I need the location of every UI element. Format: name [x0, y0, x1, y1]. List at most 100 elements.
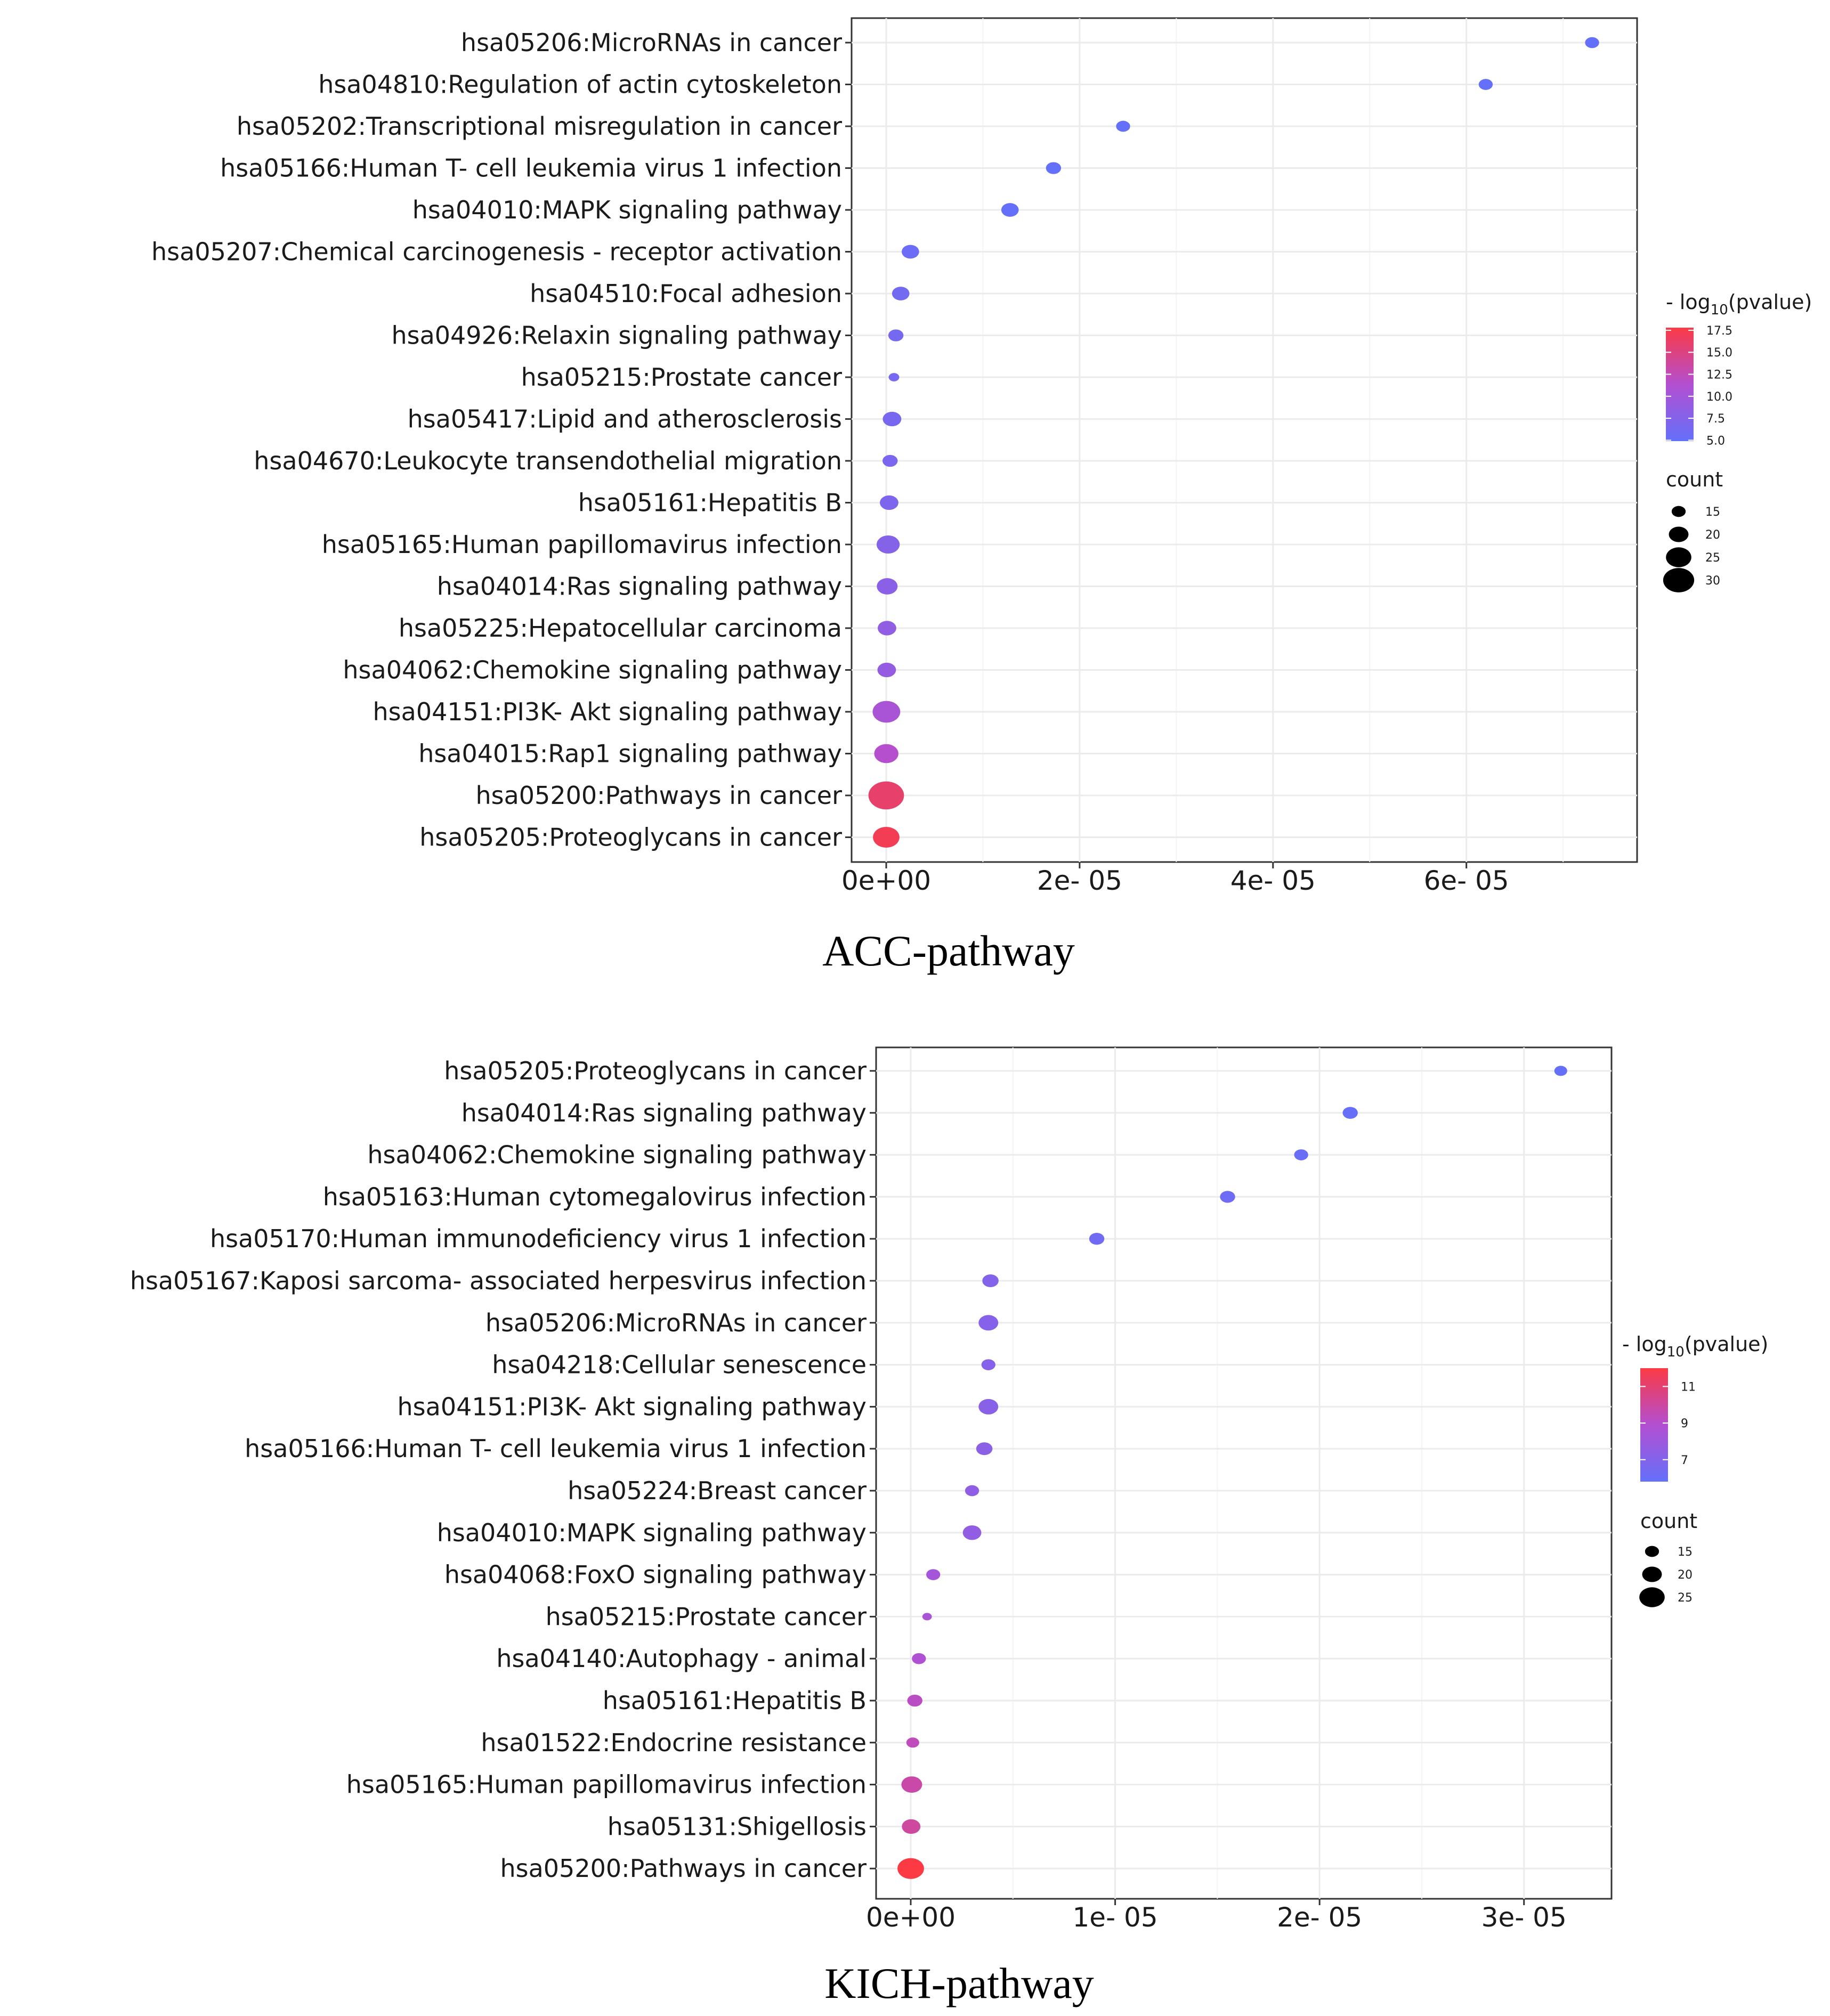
acc-data-point — [873, 826, 900, 848]
kich-category-label: hsa05166:Human T- cell leukemia virus 1 … — [245, 1434, 867, 1463]
kich-x-tick-label: 0e+00 — [866, 1902, 956, 1933]
kich-data-point — [1220, 1191, 1235, 1203]
acc-size-key-label: 20 — [1705, 529, 1720, 542]
kich-data-point — [978, 1315, 999, 1331]
kich-category-label: hsa04062:Chemokine signaling pathway — [367, 1141, 867, 1169]
kich-category-label: hsa05170:Human immunodeficiency virus 1 … — [210, 1224, 867, 1253]
acc-category-label: hsa05161:Hepatitis B — [578, 489, 842, 517]
acc-data-point — [892, 287, 910, 300]
kich-category-label: hsa04068:FoxO signaling pathway — [444, 1560, 867, 1589]
acc-x-tick-label: 2e- 05 — [1037, 865, 1122, 896]
acc-size-key-label: 15 — [1705, 506, 1720, 519]
acc-data-point — [882, 454, 898, 467]
acc-color-legend-title: - log10(pvalue) — [1666, 290, 1812, 318]
kich-caption: KICH-pathway — [824, 1959, 1094, 2007]
kich-data-point — [1342, 1107, 1358, 1119]
acc-data-point — [888, 329, 904, 342]
acc-category-label: hsa05207:Chemical carcinogenesis - recep… — [151, 238, 842, 266]
acc-size-key-dot — [1666, 547, 1691, 567]
acc-category-label: hsa04926:Relaxin signaling pathway — [391, 321, 842, 350]
kich-data-point — [1089, 1233, 1105, 1245]
acc-category-label: hsa05200:Pathways in cancer — [475, 781, 842, 810]
kich-category-label: hsa05163:Human cytomegalovirus infection — [323, 1182, 867, 1211]
acc-size-legend-title: count — [1666, 468, 1723, 491]
kich-category-label: hsa01522:Endocrine resistance — [481, 1728, 867, 1757]
kich-x-axis: 0e+00 1e- 05 2e- 05 3e- 05 — [866, 1899, 1567, 1933]
acc-x-tick-label: 6e- 05 — [1424, 865, 1509, 896]
kich-data-point — [978, 1399, 999, 1415]
kich-size-key-dot — [1645, 1546, 1659, 1557]
acc-gridlines — [852, 18, 1637, 862]
acc-data-point — [1046, 162, 1062, 174]
acc-category-label: hsa05165:Human papillomavirus infection — [322, 530, 842, 559]
acc-category-label: hsa05417:Lipid and atherosclerosis — [408, 405, 842, 434]
kich-data-point — [901, 1776, 922, 1793]
kich-size-legend-title: count — [1640, 1509, 1697, 1533]
acc-category-label: hsa05205:Proteoglycans in cancer — [419, 823, 842, 852]
kich-size-key-dot — [1639, 1587, 1665, 1607]
kich-colorbar-ticks: 11 9 7 — [1640, 1380, 1696, 1467]
acc-data-point — [1585, 37, 1599, 48]
kich-size-key-label: 20 — [1678, 1568, 1693, 1582]
acc-colorbar — [1666, 328, 1694, 441]
acc-colorbar-label: 17.5 — [1706, 324, 1732, 338]
kich-data-point — [976, 1442, 993, 1456]
acc-x-axis: 0e+00 2e- 05 4e- 05 6e- 05 — [841, 862, 1509, 896]
acc-category-label: hsa05225:Hepatocellular carcinoma — [399, 614, 842, 643]
acc-colorbar-label: 15.0 — [1706, 346, 1732, 360]
kich-pathway-chart: hsa05205:Proteoglycans in cancer hsa04014… — [130, 1046, 1768, 2007]
acc-caption: ACC-pathway — [822, 926, 1075, 975]
acc-data-point — [880, 495, 898, 510]
kich-data-point — [965, 1485, 979, 1497]
kich-points — [897, 1066, 1567, 1879]
acc-colorbar-label: 5.0 — [1706, 434, 1725, 448]
kich-category-labels: hsa05205:Proteoglycans in cancer hsa04014… — [130, 1056, 876, 1883]
acc-data-point — [882, 411, 902, 427]
acc-data-point — [888, 373, 900, 381]
acc-size-keys: 15 20 25 30 — [1663, 506, 1720, 592]
acc-size-key-dot — [1671, 506, 1686, 517]
kich-colorbar — [1640, 1368, 1668, 1482]
acc-colorbar-label: 10.0 — [1706, 391, 1732, 404]
acc-category-label: hsa04670:Leukocyte transendothelial migr… — [254, 446, 842, 475]
acc-category-label: hsa04010:MAPK signaling pathway — [412, 196, 842, 224]
acc-data-point — [877, 662, 896, 678]
kich-data-point — [922, 1613, 932, 1621]
kich-category-label: hsa04014:Ras signaling pathway — [461, 1099, 867, 1127]
kich-size-keys: 15 20 25 — [1639, 1546, 1693, 1607]
acc-data-point — [877, 578, 898, 595]
kich-colorbar-label: 9 — [1681, 1417, 1688, 1430]
acc-category-label: hsa04510:Focal adhesion — [530, 279, 842, 308]
acc-x-tick-label: 0e+00 — [841, 865, 931, 896]
kich-gridlines — [876, 1047, 1612, 1899]
acc-plot-panel — [851, 17, 1638, 863]
kich-plot-panel — [875, 1046, 1613, 1900]
acc-data-point — [1478, 79, 1493, 90]
acc-category-label: hsa05215:Prostate cancer — [521, 363, 842, 392]
acc-category-label: hsa04015:Rap1 signaling pathway — [418, 739, 842, 768]
kich-x-tick-label: 2e- 05 — [1277, 1902, 1362, 1933]
kich-colorbar-label: 7 — [1681, 1454, 1688, 1467]
acc-size-key-dot — [1663, 568, 1695, 592]
kich-category-label: hsa04140:Autophagy - animal — [496, 1644, 867, 1673]
kich-data-point — [962, 1525, 982, 1540]
acc-pathway-chart: hsa05206:MicroRNAs in cancer hsa04810:Reg… — [151, 17, 1812, 975]
kich-data-point — [906, 1737, 919, 1748]
kich-category-label: hsa04010:MAPK signaling pathway — [437, 1518, 867, 1547]
acc-legend: - log10(pvalue) 17.5 15.0 12.5 10.0 7.5 5.0 c… — [1663, 290, 1812, 592]
acc-data-point — [868, 781, 904, 810]
acc-data-point — [1001, 203, 1019, 217]
acc-data-point — [876, 535, 900, 554]
acc-category-label: hsa04810:Regulation of actin cytoskeleto… — [318, 70, 842, 99]
acc-category-label: hsa05202:Transcriptional misregulation i… — [237, 112, 842, 141]
acc-data-point — [874, 744, 898, 763]
kich-x-tick-label: 1e- 05 — [1073, 1902, 1158, 1933]
acc-data-point — [902, 245, 919, 259]
kich-data-point — [982, 1274, 999, 1288]
kich-size-key-label: 25 — [1678, 1591, 1693, 1605]
kich-colorbar-label: 11 — [1681, 1380, 1696, 1394]
acc-colorbar-ticks: 17.5 15.0 12.5 10.0 7.5 5.0 — [1666, 324, 1732, 448]
kich-category-label: hsa05161:Hepatitis B — [603, 1686, 867, 1715]
kich-legend: - log10(pvalue) 11 9 7 count 15 20 25 — [1622, 1332, 1768, 1607]
